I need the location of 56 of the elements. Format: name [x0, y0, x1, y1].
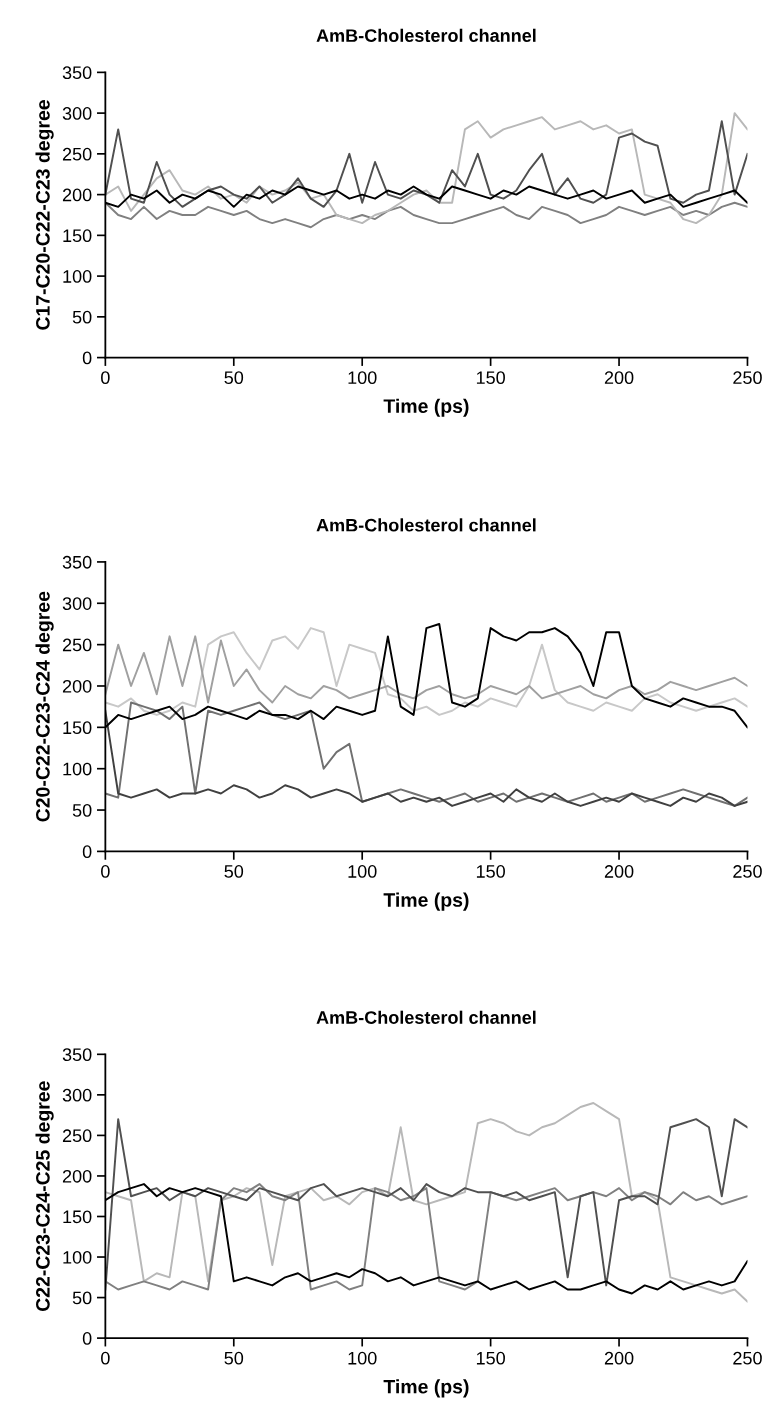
y-tick-label: 150: [63, 1210, 92, 1224]
x-tick-label: 50: [224, 1351, 244, 1365]
x-tick-label: 250: [733, 865, 762, 878]
y-tick-label: 0: [82, 1332, 92, 1345]
x-tick-label: 0: [101, 1351, 110, 1365]
y-tick-label: 250: [62, 638, 92, 652]
y-tick-label: 50: [72, 310, 92, 324]
y-tick-label: 200: [62, 679, 92, 693]
chart-title: AmB-Cholesterol channel: [316, 1010, 536, 1024]
x-tick-label: 100: [348, 371, 377, 385]
x-tick-label: 150: [476, 371, 505, 385]
y-tick-label: 250: [62, 147, 92, 161]
line-series: [105, 112, 748, 225]
y-tick-label: 0: [82, 351, 92, 365]
y-tick-label: 100: [63, 270, 92, 283]
x-tick-label: 0: [101, 371, 110, 385]
y-tick-label: 300: [62, 597, 92, 610]
y-tick-label: 200: [62, 1169, 92, 1183]
line-series: [105, 201, 748, 229]
y-axis-title: C17-C20-C22-C23 degree: [35, 100, 54, 330]
chart-title: AmB-Cholesterol channel: [316, 28, 536, 42]
y-tick-label: 50: [72, 803, 92, 817]
y-tick-label: 50: [72, 1291, 92, 1305]
x-tick-label: 250: [733, 1351, 762, 1365]
y-tick-label: 100: [63, 1250, 92, 1264]
x-tick-label: 200: [604, 865, 634, 878]
x-tick-label: 100: [348, 865, 377, 878]
line-series: [105, 120, 748, 208]
y-tick-label: 150: [63, 229, 92, 243]
x-tick-label: 100: [348, 1351, 377, 1365]
y-axis-title: C22-C23-C24-C25 degree: [35, 1081, 54, 1312]
y-tick-label: 300: [62, 107, 92, 120]
y-tick-label: 350: [62, 555, 92, 569]
y-tick-label: 200: [62, 188, 92, 202]
y-tick-label: 250: [62, 1129, 92, 1143]
y-axis-title: C20-C22-C23-C24 degree: [35, 591, 54, 822]
line-series: [105, 627, 748, 716]
chart-title: AmB-Cholesterol channel: [316, 518, 536, 532]
y-tick-label: 150: [63, 721, 92, 735]
y-tick-label: 100: [63, 762, 92, 776]
x-tick-label: 50: [224, 371, 244, 385]
x-tick-label: 250: [733, 371, 762, 385]
x-tick-label: 200: [604, 1351, 634, 1365]
line-series: [105, 635, 748, 704]
y-tick-label: 350: [62, 1048, 92, 1062]
x-tick-label: 0: [101, 865, 110, 878]
x-axis-title: Time (ps): [383, 892, 469, 911]
x-tick-label: 50: [224, 865, 244, 878]
x-axis-title: Time (ps): [383, 398, 469, 417]
x-tick-label: 200: [604, 371, 634, 385]
y-tick-label: 350: [62, 66, 92, 80]
x-tick-label: 150: [476, 865, 505, 878]
y-tick-label: 300: [62, 1088, 92, 1102]
x-tick-label: 150: [476, 1351, 505, 1365]
y-tick-label: 0: [82, 845, 92, 859]
x-axis-title: Time (ps): [383, 1379, 469, 1398]
